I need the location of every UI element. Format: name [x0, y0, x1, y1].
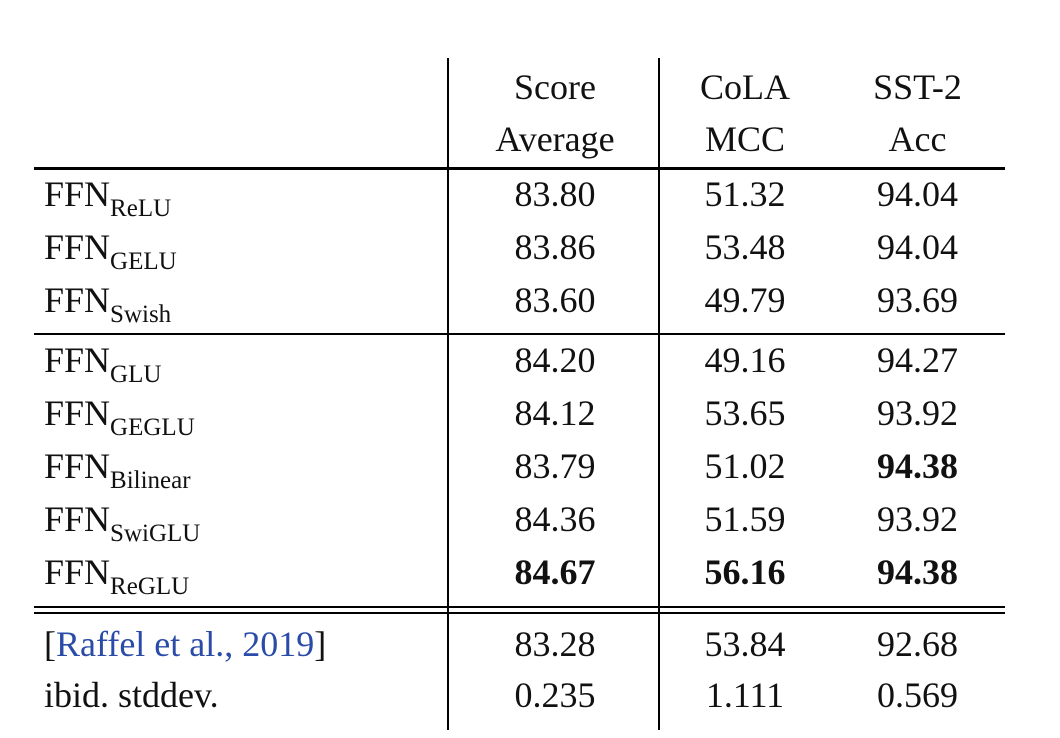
- row-label-base: FFN: [44, 499, 111, 539]
- citation-link[interactable]: Raffel et al., 2019: [56, 624, 315, 664]
- sst2-cell: 94.04: [877, 227, 958, 267]
- row-label-subscript: GLU: [110, 361, 162, 388]
- cola-cell: 51.32: [704, 174, 786, 214]
- score-cell: 83.86: [514, 227, 596, 267]
- row-label-subscript: ReLU: [110, 195, 172, 222]
- row-label: FFNSwiGLU: [44, 496, 444, 547]
- row-label: FFNReGLU: [44, 549, 444, 600]
- header-score-line2: Average: [495, 119, 615, 159]
- sst2-cell: 93.69: [877, 280, 958, 320]
- row-label: FFNBilinear: [44, 443, 444, 494]
- row-label-subscript: GELU: [110, 248, 177, 275]
- cola-cell: 51.02: [704, 446, 786, 486]
- column-divider-label: [447, 58, 449, 730]
- score-cell: 84.36: [514, 499, 596, 539]
- row-label: FFNReLU: [44, 171, 444, 222]
- header-sst2-line1: SST-2: [873, 67, 962, 107]
- row-label-base: FFN: [44, 340, 111, 380]
- row-label: FFNGLU: [44, 337, 444, 388]
- reference-cola-cell: 53.84: [704, 624, 786, 664]
- header-cola-line1: CoLA: [700, 67, 790, 107]
- group-rule: [34, 333, 1005, 335]
- reference-sst2-cell: 92.68: [877, 624, 958, 664]
- score-cell: 84.12: [514, 393, 596, 433]
- row-label-subscript: Bilinear: [110, 467, 191, 494]
- stddev-sst2-cell: 0.569: [877, 675, 958, 715]
- score-cell: 84.20: [514, 340, 596, 380]
- row-label-base: FFN: [44, 227, 111, 267]
- sst2-cell: 94.27: [877, 340, 958, 380]
- reference-score-cell: 83.28: [514, 624, 596, 664]
- stddev-label: ibid. stddev.: [44, 675, 219, 715]
- double-rule-top: [34, 606, 1005, 608]
- row-label-base: FFN: [44, 446, 111, 486]
- score-cell-best: 84.67: [514, 552, 596, 592]
- cola-cell: 53.48: [704, 227, 786, 267]
- citation-label: [Raffel et al., 2019]: [44, 621, 444, 667]
- cola-cell: 51.59: [704, 499, 786, 539]
- header-score-line1: Score: [514, 67, 596, 107]
- cola-cell: 53.65: [704, 393, 786, 433]
- row-label-subscript: Swish: [110, 301, 172, 328]
- row-label-base: FFN: [44, 393, 111, 433]
- cola-cell: 49.79: [704, 280, 786, 320]
- column-divider-score: [658, 58, 660, 730]
- stddev-score-cell: 0.235: [514, 675, 596, 715]
- row-label-base: FFN: [44, 552, 111, 592]
- score-cell: 83.80: [514, 174, 596, 214]
- row-label: FFNGELU: [44, 224, 444, 275]
- cola-cell-best: 56.16: [704, 552, 786, 592]
- score-cell: 83.79: [514, 446, 596, 486]
- header-sst2-line2: Acc: [888, 119, 947, 159]
- citation-open-bracket: [: [44, 624, 56, 664]
- citation-close-bracket: ]: [314, 624, 327, 664]
- header-cola-line2: MCC: [704, 119, 786, 159]
- double-rule-bottom: [34, 612, 1005, 614]
- row-label: FFNGEGLU: [44, 390, 444, 441]
- row-label-subscript: SwiGLU: [110, 520, 201, 547]
- row-label-base: FFN: [44, 174, 111, 214]
- stddev-cola-cell: 1.111: [705, 675, 785, 715]
- sst2-cell: 94.04: [877, 174, 958, 214]
- row-label-subscript: GEGLU: [110, 414, 195, 441]
- header-rule: [34, 167, 1005, 170]
- row-label-base: FFN: [44, 280, 111, 320]
- sst2-cell: 93.92: [877, 393, 958, 433]
- sst2-cell: 93.92: [877, 499, 958, 539]
- score-cell: 83.60: [514, 280, 596, 320]
- row-label: FFNSwish: [44, 277, 444, 328]
- row-label-subscript: ReGLU: [110, 573, 190, 600]
- sst2-cell-best: 94.38: [877, 552, 958, 592]
- sst2-cell-best: 94.38: [877, 446, 958, 486]
- cola-cell: 49.16: [704, 340, 786, 380]
